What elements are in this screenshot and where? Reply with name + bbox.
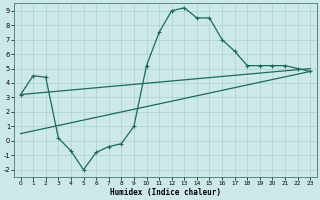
X-axis label: Humidex (Indice chaleur): Humidex (Indice chaleur) [110,188,221,197]
